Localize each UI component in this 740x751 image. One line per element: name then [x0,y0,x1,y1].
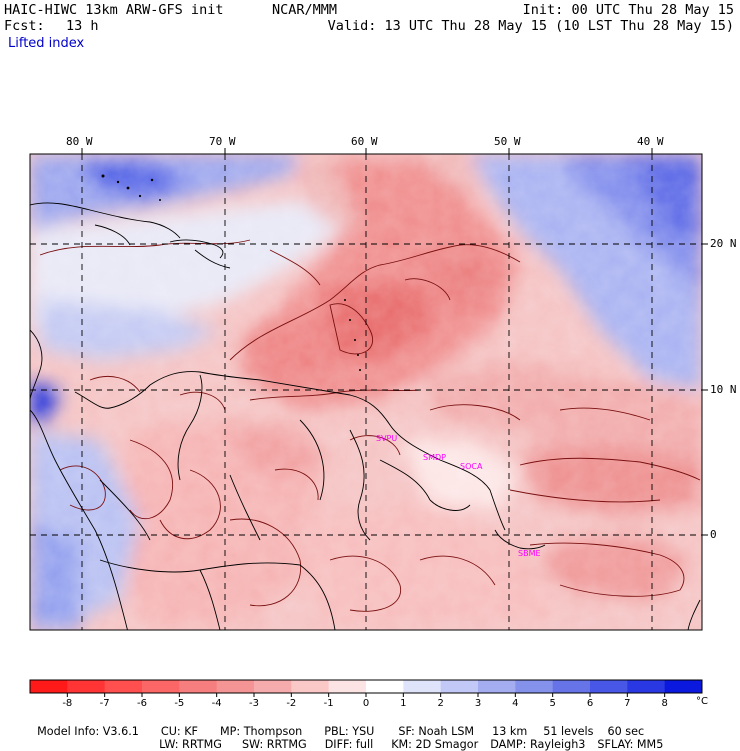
colorbar-swatch [403,680,442,693]
station-label: SMDP [423,453,446,462]
coastlines [30,202,701,630]
colorbar-swatch [627,680,666,693]
colorbar-tick-label: -6 [137,698,147,709]
colorbar-swatch [67,680,106,693]
forecast-label: Fcst: [4,18,45,34]
lon-label: 40 W [637,135,664,148]
lon-label: 70 W [209,135,236,148]
footer-item: 13 km [492,725,528,738]
colorbar-swatch [216,680,255,693]
colorbar-swatch [552,680,591,693]
colorbar-swatch [291,680,330,693]
lon-label: 80 W [66,135,93,148]
colorbar-tick-label: 8 [661,698,667,709]
graticule [30,154,702,630]
colorbar-swatch [515,680,554,693]
colorbar-swatch [328,680,367,693]
footer-line-1: Model Info: V3.6.1 CU: KF MP: Thompson PBL:… [30,712,644,738]
footer-item: 60 sec [607,725,645,738]
contour-lines [39,239,701,612]
station-label: SOCA [460,462,483,471]
lat-label: 20 N [710,237,737,250]
color-bar: -8 -7 -6 -5 -4 -3 -2 -1 0 1 2 3 4 5 6 7 8 [29,679,703,709]
footer-item: SF: Noah LSM [398,725,475,738]
lat-labels: 20 N 10 N 0 [710,237,737,541]
colorbar-tick-label: 2 [437,698,443,709]
footer-item: Model Info: V3.6.1 [37,725,139,738]
footer-item: CU: KF [160,725,198,738]
lon-label: 60 W [351,135,378,148]
colorbar-tick-label: 7 [624,698,630,709]
valid-time: Valid: 13 UTC Thu 28 May 15 (10 LST Thu … [327,18,734,34]
lat-label: 10 N [710,383,737,396]
colorbar-tick-label: -5 [174,698,184,709]
station-label: SBME [518,549,541,558]
colorbar-tick-label: 5 [549,698,555,709]
colorbar-swatch [664,680,703,693]
colorbar-tick-label: -8 [62,698,72,709]
field-name: Lifted index [8,36,85,51]
map-field [30,154,702,630]
colorbar-tick-label: 3 [475,698,481,709]
colorbar-tick-label: 0 [363,698,369,709]
colorbar-swatch [30,680,68,693]
colorbar-tick-label: 6 [587,698,593,709]
colorbar-tick-label: -4 [212,698,222,709]
colorbar-tick-label: -1 [324,698,334,709]
station-labels: SVPU SMDP SOCA SBME [376,434,541,558]
init-time: Init: 00 UTC Thu 28 May 15 [522,2,734,18]
colorbar-swatch [254,680,292,693]
footer-item: MP: Thompson [220,725,303,738]
center-label: NCAR/MMM [272,2,338,18]
station-label: SVPU [376,434,397,443]
colorbar-unit: °C [696,696,708,707]
footer-line-2: LW: RRTMG SW: RRTMG DIFF: full KM: 2D Smago… [152,725,663,751]
colorbar-tick-label: -2 [286,698,296,709]
colorbar-tick-label: -3 [249,698,259,709]
colorbar-swatch [590,680,628,693]
footer-item: PBL: YSU [324,725,375,738]
colorbar-tick-label: -7 [100,698,110,709]
colorbar-swatch [366,680,404,693]
colorbar-swatch [179,680,218,693]
colorbar-tick-label: 1 [400,698,406,709]
colorbar-swatch [440,680,479,693]
colorbar-swatch [142,680,180,693]
model-title: HAIC-HIWC 13km ARW-GFS init [4,2,224,18]
lat-label: 0 [710,528,717,541]
colorbar-tick-label: 4 [512,698,518,709]
axis-ticks [81,148,708,536]
lon-label: 50 W [494,135,521,148]
footer-item: 51 levels [543,725,594,738]
colorbar-swatch [104,680,143,693]
forecast-hour: 13 h [66,18,99,34]
colorbar-swatch [478,680,516,693]
lon-labels: 80 W 70 W 60 W 50 W 40 W [66,135,664,148]
islands [101,174,361,371]
